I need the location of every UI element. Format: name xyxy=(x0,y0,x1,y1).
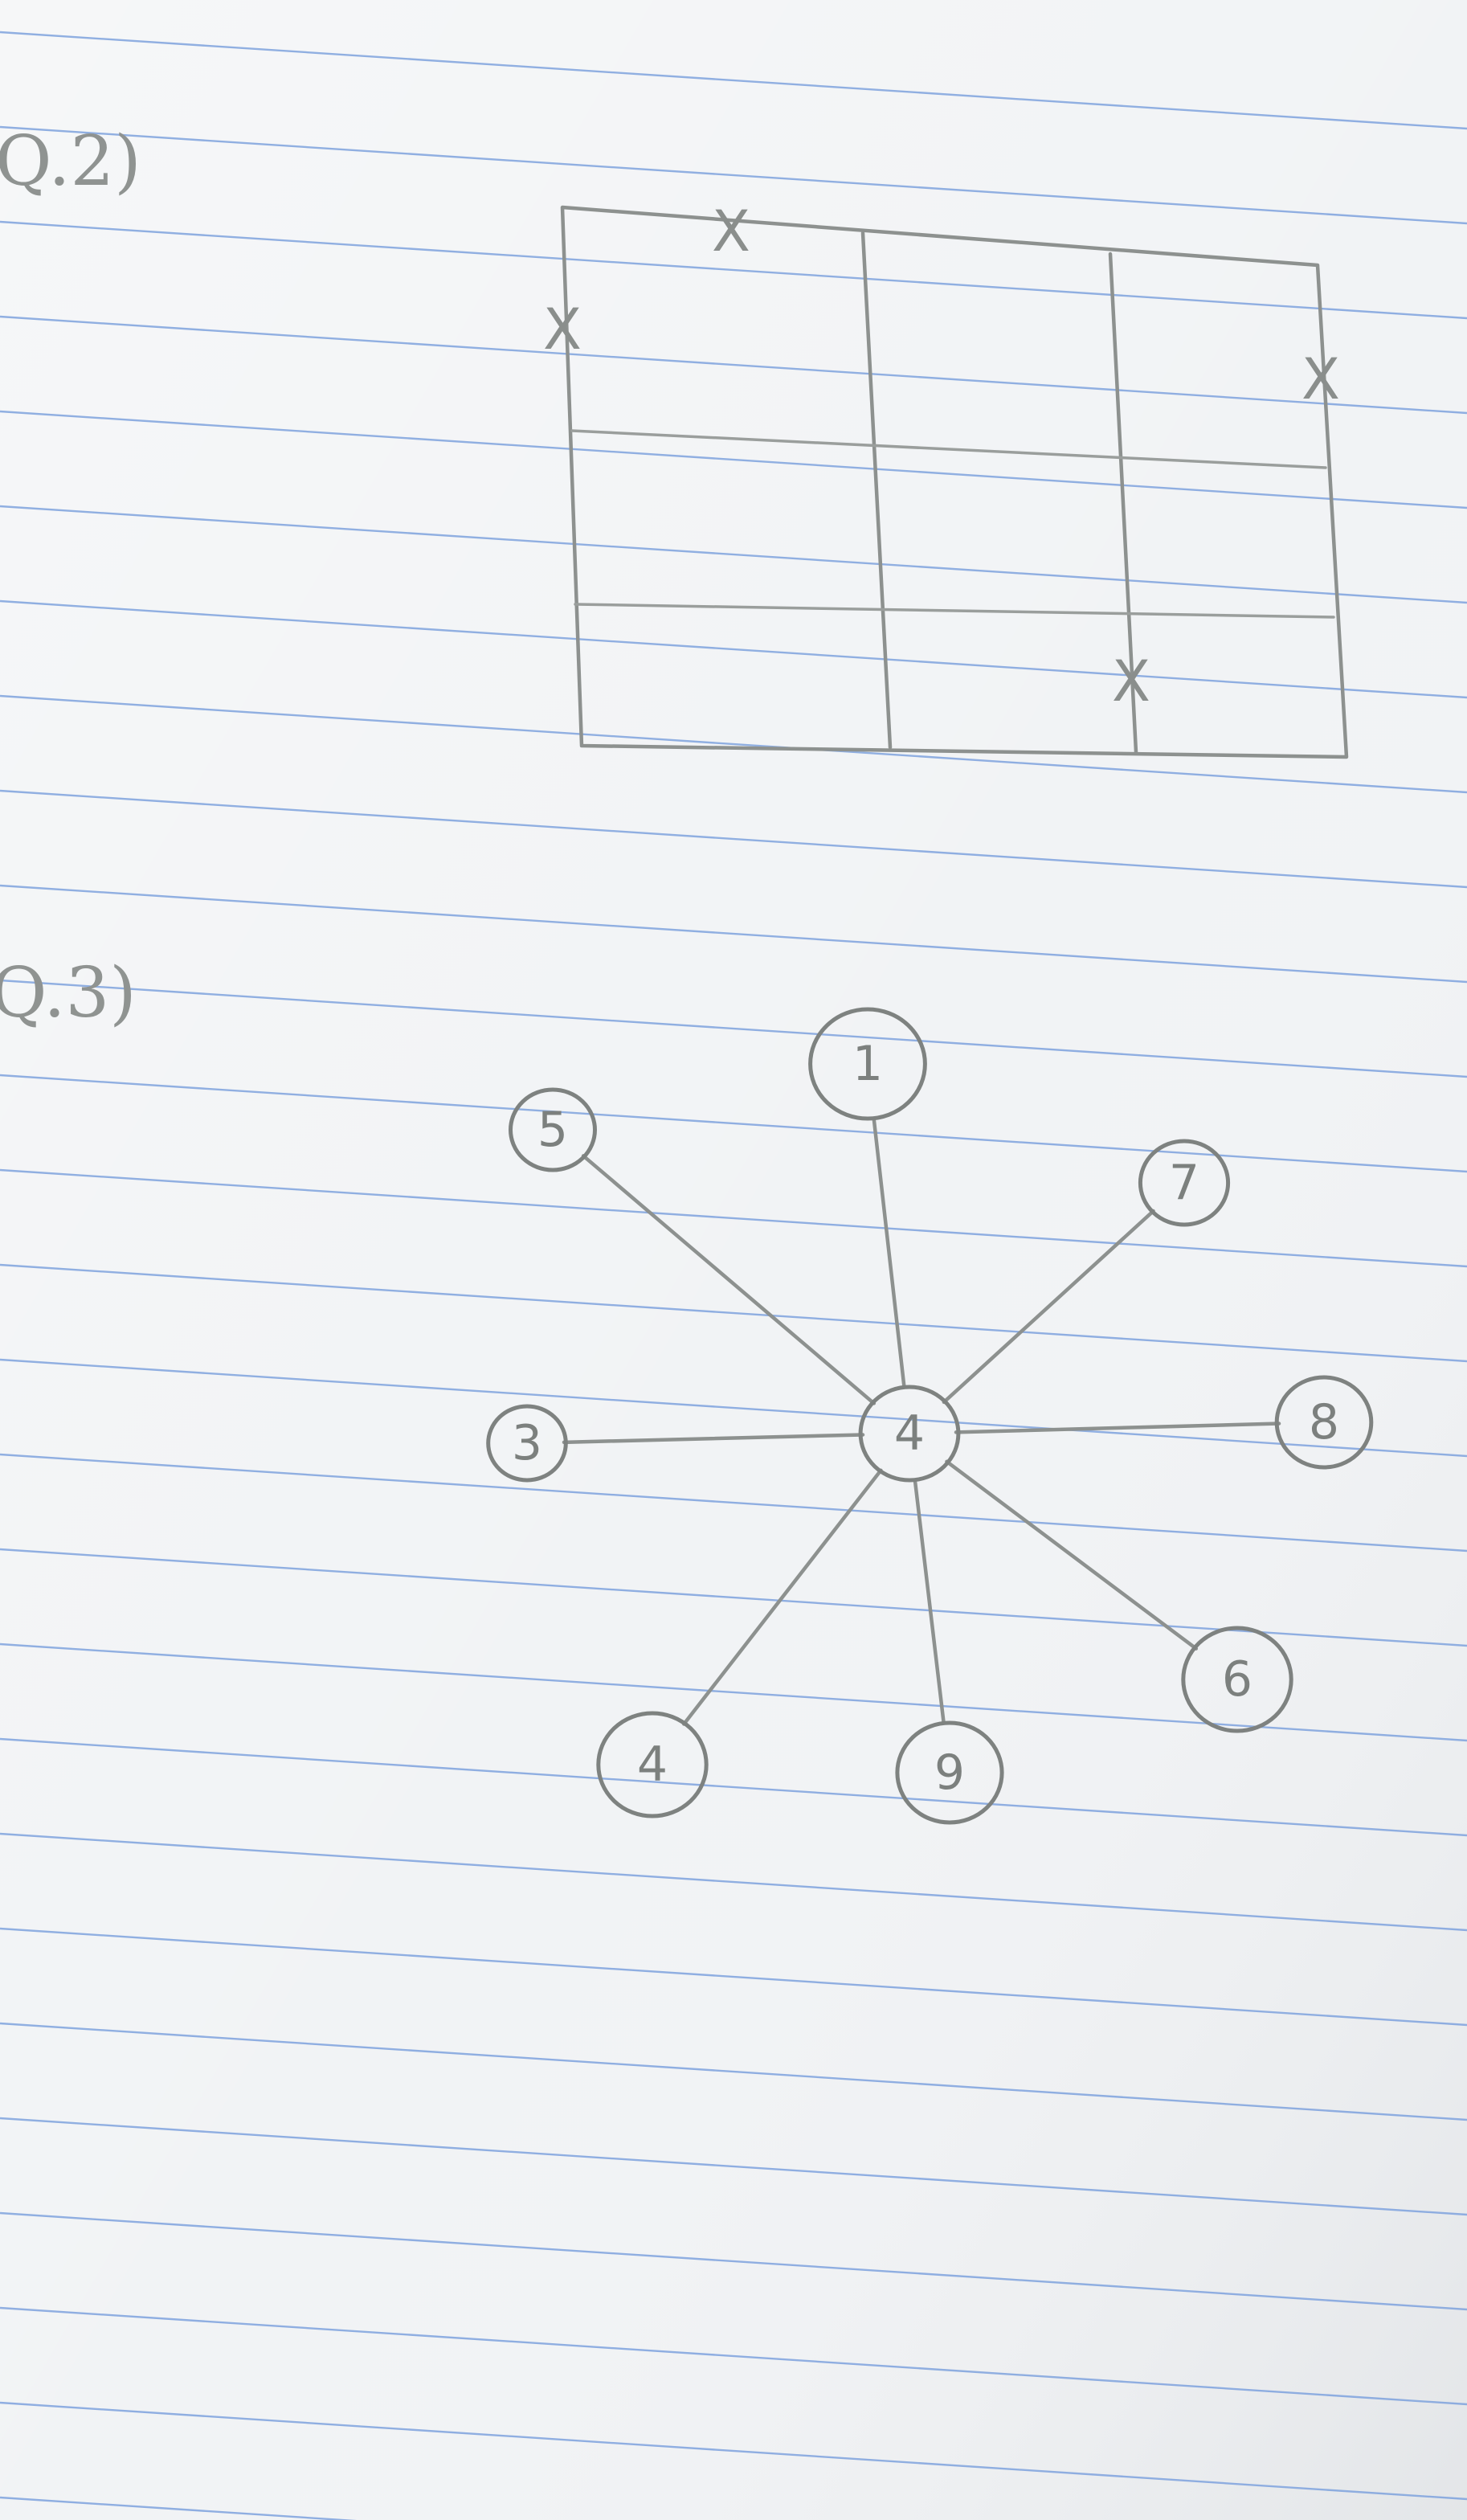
ruled-line xyxy=(0,220,1467,320)
grid-divider-h2 xyxy=(574,603,1335,619)
grid-x-mark: X xyxy=(712,198,750,264)
grid-figure: X X X X xyxy=(543,198,1349,759)
ruled-line xyxy=(0,694,1467,794)
graph-node-label: 4 xyxy=(637,1737,668,1793)
ruled-line xyxy=(0,1737,1467,1837)
grid-divider-h1 xyxy=(570,429,1327,469)
graph-node-circle xyxy=(486,1404,568,1483)
graph-edge xyxy=(954,1422,1281,1434)
ruled-line xyxy=(0,789,1467,889)
graph-edge xyxy=(913,1478,946,1725)
ruled-line xyxy=(0,1168,1467,1268)
graph-node-circle xyxy=(1138,1139,1231,1227)
ruled-line xyxy=(0,31,1467,130)
star-graph: 4 1 7 8 6 9 4 3 5 xyxy=(486,1007,1374,1825)
ruled-line xyxy=(0,2117,1467,2216)
graph-edge xyxy=(872,1116,906,1389)
ruled-line xyxy=(0,599,1467,699)
ruled-line xyxy=(0,1832,1467,1932)
ruled-line xyxy=(0,1358,1467,1458)
ruled-line xyxy=(0,1927,1467,2027)
ruled-line xyxy=(0,125,1467,225)
ruled-line xyxy=(0,2022,1467,2121)
graph-node-label: 7 xyxy=(1169,1155,1199,1211)
graph-node-label: 8 xyxy=(1309,1394,1339,1450)
graph-node-label: 9 xyxy=(934,1745,965,1801)
ruled-line xyxy=(0,2496,358,2520)
graph-node-label: 6 xyxy=(1222,1651,1252,1708)
ruled-line xyxy=(0,1074,1467,1173)
ruled-line xyxy=(0,505,1467,604)
graph-node-circle xyxy=(509,1087,597,1172)
graph-node-center-circle xyxy=(858,1385,961,1483)
graph-node-circle xyxy=(596,1711,709,1818)
ruled-line xyxy=(0,979,1467,1078)
graph-node-label: 3 xyxy=(512,1415,542,1471)
ruled-line xyxy=(0,2401,1467,2501)
ruled-line xyxy=(0,2306,1467,2406)
ruled-lines xyxy=(0,31,1467,2520)
ruled-line xyxy=(0,1453,1467,1552)
graph-edge xyxy=(945,1459,1199,1651)
ruled-line xyxy=(0,1642,1467,1742)
grid-x-mark: X xyxy=(1302,346,1340,412)
ruled-line xyxy=(0,315,1467,415)
grid-outer-box xyxy=(560,205,1349,759)
grid-x-mark: X xyxy=(1112,648,1150,714)
graph-edge xyxy=(942,1209,1155,1405)
graph-node-circle xyxy=(1181,1626,1293,1733)
grid-divider-v2 xyxy=(1108,252,1138,755)
ruled-line xyxy=(0,1263,1467,1363)
graph-node-circle xyxy=(895,1720,1004,1825)
grid-divider-v1 xyxy=(860,231,893,750)
ruled-line xyxy=(0,884,1467,984)
grid-x-mark: X xyxy=(543,297,582,362)
graph-node-circle xyxy=(1274,1375,1374,1470)
question-label-q3: Q.3) xyxy=(0,953,137,1033)
graph-node-label: 1 xyxy=(852,1036,883,1092)
graph-node-center-label: 4 xyxy=(894,1405,925,1462)
graph-edge xyxy=(682,1468,883,1726)
graph-node-circle xyxy=(808,1007,927,1121)
ruled-line xyxy=(0,410,1467,509)
question-label-q2: Q.2) xyxy=(0,121,141,202)
ruled-line xyxy=(0,2211,1467,2311)
graph-node-label: 5 xyxy=(537,1102,568,1158)
graph-edge xyxy=(562,1433,865,1445)
graph-edge xyxy=(581,1154,877,1405)
